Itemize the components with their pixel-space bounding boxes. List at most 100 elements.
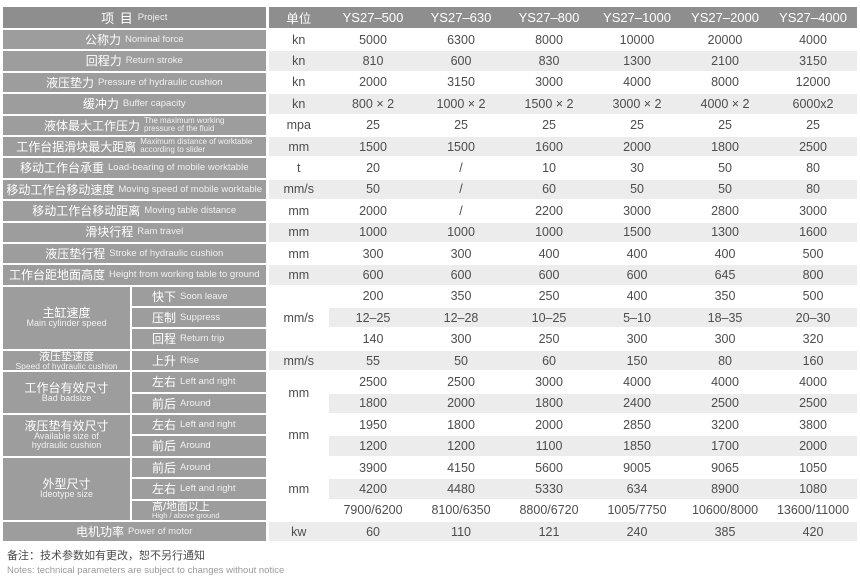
unit-cell: mm — [267, 414, 330, 458]
value-cell: 10 — [505, 157, 594, 180]
sub-label-cell: 快下 Soon leave — [131, 285, 269, 309]
unit-cell: mm — [267, 242, 330, 266]
value-cell: 12–25 — [329, 307, 418, 330]
row-label-cell: 液压垫行程 Stroke of hydraulic cushion — [3, 242, 269, 266]
value-cell: 6000x2 — [769, 93, 858, 116]
header-model: YS27–2000 — [681, 7, 770, 30]
value-cell: 2500 — [681, 392, 770, 416]
value-cell: 1500 — [593, 221, 682, 244]
header-model: YS27–500 — [329, 7, 418, 30]
value-cell: 645 — [681, 264, 770, 287]
unit-cell: t — [267, 157, 330, 180]
value-cell: 634 — [593, 478, 682, 501]
header-row: 项 目 Project 单位 YS27–500 YS27–630 YS27–800… — [3, 7, 858, 30]
table-row: 缓冲力 Buffer capacity kn 800 × 2 1000 × 2 1500 … — [3, 93, 858, 116]
value-cell: 300 — [417, 242, 506, 266]
value-cell: 4000 — [681, 371, 770, 394]
value-cell: 3150 — [769, 50, 858, 73]
sub-label-cell: 前后 Around — [131, 456, 269, 480]
value-cell: 400 — [593, 285, 682, 309]
value-cell: 1950 — [329, 414, 418, 437]
value-cell: 600 — [417, 264, 506, 287]
value-cell: 5000 — [329, 29, 418, 52]
value-cell: 8800/6720 — [505, 499, 594, 523]
value-cell: 3000 — [505, 71, 594, 95]
value-cell: 1080 — [769, 478, 858, 501]
value-cell: 50 — [329, 178, 418, 202]
footnote: 备注：技术参数如有更改，恕不另行通知 Notes: technical para… — [3, 547, 857, 576]
value-cell: 7900/6200 — [329, 499, 418, 523]
table-row: 工作台有效尺寸 Bad badsize 左右 Left and right mm 2500… — [3, 371, 858, 416]
value-cell: 1600 — [769, 221, 858, 244]
value-cell: 80 — [769, 178, 858, 202]
value-cell: 1005/7750 — [593, 499, 682, 523]
table-row: 左右 Left and right 4200 4480 5330 634 8900 1080 — [3, 478, 858, 501]
value-cell: 200 — [329, 285, 418, 309]
value-cell: 600 — [417, 50, 506, 73]
unit-cell: kn — [267, 93, 330, 116]
value-cell: 350 — [681, 285, 770, 309]
value-cell: 1500 — [417, 135, 506, 159]
value-cell: 25 — [417, 114, 506, 137]
value-cell: 2000 — [329, 200, 418, 223]
value-cell: 500 — [769, 242, 858, 266]
unit-cell: mm — [267, 371, 330, 416]
value-cell: 1500 × 2 — [505, 93, 594, 116]
sub-label-cell: 上升 Rise — [131, 349, 269, 373]
value-cell: 3800 — [769, 414, 858, 437]
value-cell: 1200 — [417, 435, 506, 458]
header-unit: 单位 — [267, 7, 330, 30]
value-cell: 3900 — [329, 456, 418, 480]
value-cell: 50 — [593, 178, 682, 202]
value-cell: 250 — [505, 328, 594, 351]
row-label-cell: 滑块行程 Ram travel — [3, 221, 269, 244]
row-label-cell: 工作台距地面高度 Height from working table to gro… — [3, 264, 269, 287]
value-cell: 1800 — [417, 414, 506, 437]
value-cell: 6300 — [417, 29, 506, 52]
table-row: 工作台距地面高度 Height from working table to gro… — [3, 264, 858, 287]
unit-cell: kn — [267, 71, 330, 95]
value-cell: 3150 — [417, 71, 506, 95]
value-cell: 25 — [681, 114, 770, 137]
row-label-cell: 公称力 Nominal force — [3, 29, 269, 52]
value-cell: 1000 — [505, 221, 594, 244]
value-cell: 25 — [769, 114, 858, 137]
value-cell: 50 — [681, 157, 770, 180]
value-cell: 25 — [593, 114, 682, 137]
sub-label-cell: 左右 Left and right — [131, 414, 269, 437]
value-cell: 600 — [329, 264, 418, 287]
value-cell: 1000 × 2 — [417, 93, 506, 116]
value-cell: 420 — [769, 520, 858, 544]
value-cell: 20–30 — [769, 307, 858, 330]
value-cell: 800 × 2 — [329, 93, 418, 116]
value-cell: 5600 — [505, 456, 594, 480]
value-cell: 300 — [329, 242, 418, 266]
value-cell: 8000 — [681, 71, 770, 95]
value-cell: 160 — [769, 349, 858, 373]
value-cell: 25 — [329, 114, 418, 137]
value-cell: 3000 — [593, 200, 682, 223]
value-cell: 250 — [505, 285, 594, 309]
table-row: 移动工作台移动距离 Moving table distance mm 2000/220… — [3, 200, 858, 223]
table-row: 液压垫行程 Stroke of hydraulic cushion mm 300 300… — [3, 242, 858, 266]
value-cell: 2200 — [505, 200, 594, 223]
value-cell: / — [417, 200, 506, 223]
value-cell: 1500 — [329, 135, 418, 159]
unit-cell: kw — [267, 520, 330, 544]
row-label-cell: 工作台据滑块最大距离 Maximum distance of worktable a… — [3, 135, 269, 159]
value-cell: 150 — [593, 349, 682, 373]
table-row: 液压垫速度 Speed of hydraulic cushion 上升 Rise mm/… — [3, 349, 858, 373]
value-cell: 400 — [505, 242, 594, 266]
value-cell: 8900 — [681, 478, 770, 501]
row-label-cell: 移动工作台承重 Load-bearing of mobile worktable — [3, 157, 269, 180]
value-cell: 121 — [505, 520, 594, 544]
value-cell: 12000 — [769, 71, 858, 95]
value-cell: 9065 — [681, 456, 770, 480]
value-cell: 20 — [329, 157, 418, 180]
value-cell: 1050 — [769, 456, 858, 480]
value-cell: 2400 — [593, 392, 682, 416]
value-cell: 1300 — [593, 50, 682, 73]
table-row: 外型尺寸 Ideotype size 前后 Around mm 3900 4150 5600 9… — [3, 456, 858, 522]
header-model: YS27–4000 — [769, 7, 858, 30]
group-label-cell: 液压垫速度 Speed of hydraulic cushion — [3, 349, 132, 373]
